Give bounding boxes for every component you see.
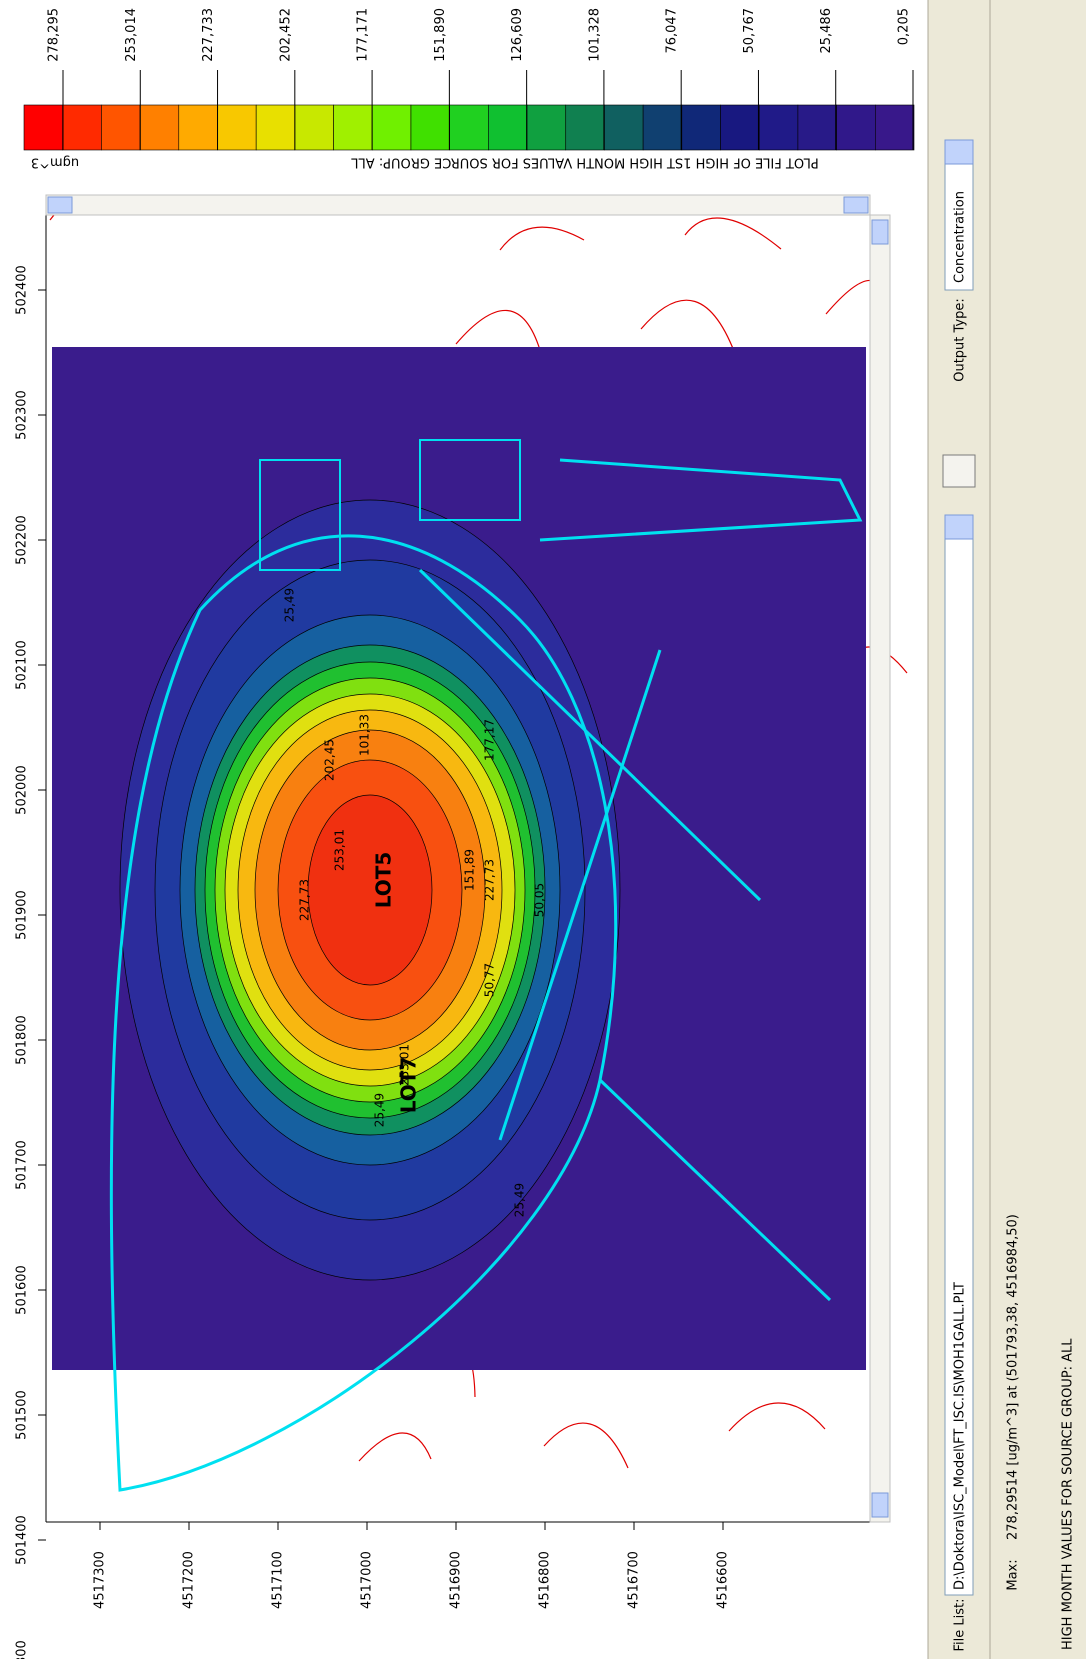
scroll-right-button[interactable] [844, 197, 868, 213]
legend-swatch [643, 105, 682, 150]
legend-swatch [604, 105, 643, 150]
x-axis-label: 501400 [15, 1515, 30, 1565]
file-list-label: File List: [953, 1599, 968, 1652]
page: {"legend": {"unit": "ugm^3", "title": "P… [0, 0, 1086, 1659]
contour-label: 202,45 [323, 739, 337, 781]
x-axis-label: 502200 [15, 515, 30, 565]
vertical-scrollbar[interactable] [870, 215, 890, 1522]
legend-tick-label: 50,767 [742, 8, 757, 54]
y-axis-label: 4517000 [360, 1551, 375, 1609]
contour-label: 25,49 [373, 1093, 387, 1127]
contour-label: 177,17 [483, 719, 497, 761]
status-text: HIGH MONTH VALUES FOR SOURCE GROUP: ALL [1061, 1338, 1076, 1650]
legend-tick-label: 0,205 [897, 8, 912, 45]
dropdown-button[interactable] [945, 140, 973, 164]
x-axis-label: 501600 [15, 1265, 30, 1315]
legend-swatch [295, 105, 334, 150]
y-axis-label: 4517300 [93, 1551, 108, 1609]
window: 502400 502300 502200 502100 502000 501900 5018… [0, 0, 1086, 1659]
horizontal-scrollbar[interactable] [46, 195, 870, 215]
x-axis-label: 501700 [15, 1140, 30, 1190]
x-axis-label: 502300 [15, 390, 30, 440]
x-axis-label: 501800 [15, 1015, 30, 1065]
legend-swatch [256, 105, 295, 150]
legend-title: PLOT FILE OF HIGH 1ST HIGH MONTH VALUES … [351, 155, 819, 170]
legend-tick-label: 76,047 [665, 8, 680, 54]
x-axis-label: 501300 [15, 1640, 30, 1659]
y-axis-label: 4516900 [449, 1551, 464, 1609]
legend-swatch [411, 105, 450, 150]
x-axis-label: 502100 [15, 640, 30, 690]
x-axis-label: 502000 [15, 765, 30, 815]
legend-tick-label: 253,014 [124, 8, 139, 62]
max-value: 278,29514 [ug/m^3] at (501793,38, 451698… [1006, 1214, 1021, 1540]
legend-swatch [24, 105, 63, 150]
legend-swatch [334, 105, 373, 150]
output-type-label: Output Type: [953, 298, 968, 382]
output-type-value: Concentration [953, 191, 968, 283]
legend-swatch [63, 105, 102, 150]
legend-tick-label: 151,890 [433, 8, 448, 62]
scroll-down-button[interactable] [872, 1493, 888, 1517]
scroll-left-button[interactable] [48, 197, 72, 213]
contour-label: 50,05 [533, 883, 547, 917]
legend-tick-label: 202,452 [278, 8, 293, 62]
file-list-value: D:\Doktora\ISC_Model\FT_ISC.IS\MOH1GALL.… [953, 1282, 968, 1590]
legend-swatch [798, 105, 837, 150]
contour-label: 227,73 [483, 859, 497, 901]
contour-label: 25,49 [513, 1183, 527, 1217]
y-axis-label: 4517200 [182, 1551, 197, 1609]
legend-tick-label: 227,733 [201, 8, 216, 62]
legend-tick-label: 177,171 [356, 8, 371, 62]
legend-swatch [179, 105, 218, 150]
legend-unit: ugm^3 [31, 155, 79, 170]
legend-swatch [759, 105, 798, 150]
legend-swatch [566, 105, 605, 150]
preview-button[interactable] [943, 455, 975, 487]
scroll-up-button[interactable] [872, 220, 888, 244]
legend-tick-label: 126,609 [510, 8, 525, 62]
contour-label: 253,01 [398, 1044, 412, 1086]
legend-swatch [140, 105, 179, 150]
legend-swatch [101, 105, 140, 150]
legend-swatch [875, 105, 914, 150]
x-axis-label: 501900 [15, 890, 30, 940]
legend-swatch [217, 105, 256, 150]
x-axis-label: 502400 [15, 265, 30, 315]
lot-label: LOT5 [372, 852, 396, 909]
y-axis-label: 4516600 [716, 1551, 731, 1609]
max-label: Max: [1006, 1559, 1021, 1590]
legend-swatch [682, 105, 721, 150]
legend-swatch [837, 105, 876, 150]
legend-tick-label: 278,295 [47, 8, 62, 62]
legend-tick-label: 101,328 [587, 8, 602, 62]
contour-label: 151,89 [463, 849, 477, 891]
x-axis-label: 501500 [15, 1390, 30, 1440]
dropdown-button[interactable] [945, 515, 973, 539]
legend-swatch [527, 105, 566, 150]
contour-label: 253,01 [333, 829, 347, 871]
contour-label: 50,77 [483, 963, 497, 997]
y-axis-label: 4516800 [538, 1551, 553, 1609]
legend-swatch [488, 105, 527, 150]
legend-tick-label: 25,486 [819, 8, 834, 54]
plume-contour [308, 795, 432, 985]
legend-swatch [450, 105, 489, 150]
y-axis-label: 4516700 [627, 1551, 642, 1609]
legend-swatch [721, 105, 760, 150]
contour-label: 101,33 [358, 714, 372, 756]
legend-swatch [372, 105, 411, 150]
contour-label: 25,49 [283, 588, 297, 622]
y-axis-label: 4517100 [271, 1551, 286, 1609]
contour-label: 227,73 [298, 879, 312, 921]
